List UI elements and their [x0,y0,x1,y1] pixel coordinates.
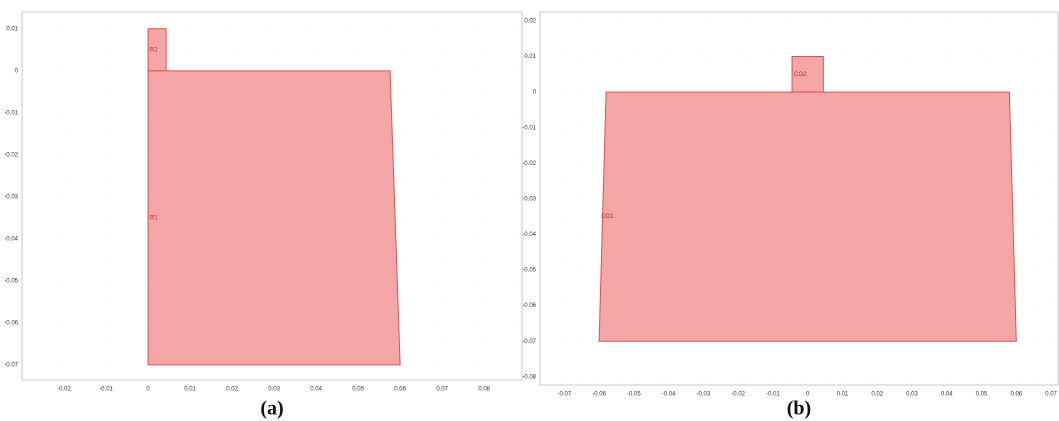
y-tick-label: 0 [15,68,19,74]
x-tick-label: -0.04 [662,392,676,398]
x-tick-label: -0.01 [99,387,113,393]
shape-label: CO1 [601,214,614,220]
y-tick-label: 0.01 [524,54,536,60]
x-tick-label: -0.07 [557,392,571,398]
y-tick-label: -0.05 [4,278,18,284]
x-tick-label: -0.02 [57,387,71,393]
x-tick-label: 0.01 [837,392,849,398]
x-tick-label: 0.04 [941,392,953,398]
x-tick-label: -0.05 [627,392,641,398]
y-tick-label: -0.04 [522,232,536,238]
y-tick-label: -0.03 [4,194,18,200]
y-tick-label: -0.06 [4,320,18,326]
y-tick-label: -0.06 [522,303,536,309]
y-tick-label: -0.03 [522,196,536,202]
x-tick-label: 0.03 [268,387,280,393]
y-tick-label: 0 [533,90,537,96]
shape-label: CO2 [794,72,807,78]
x-tick-label: 0.05 [352,387,364,393]
x-tick-label: 0.08 [478,387,490,393]
x-tick-label: 0.06 [1010,392,1022,398]
plot-frame [21,11,523,381]
x-tick-label: 0.03 [906,392,918,398]
caption: (a) [260,398,283,420]
plot-frame [539,11,1059,386]
x-tick-label: 0.02 [871,392,883,398]
y-tick-label: -0.04 [4,236,18,242]
y-tick-label: -0.02 [522,161,536,167]
y-tick-label: 0.01 [6,26,18,32]
x-tick-label: 0.07 [436,387,448,393]
y-tick-label: -0.07 [4,362,18,368]
y-tick-label: -0.07 [522,339,536,345]
x-tick-label: -0.02 [731,392,745,398]
shape-label: R1 [150,215,158,221]
domain-shape [147,70,401,366]
x-tick-label: 0.02 [226,387,238,393]
x-tick-label: 0 [146,387,150,393]
x-tick-label: 0 [806,392,810,398]
x-tick-label: 0.07 [1045,392,1057,398]
shape-label: R2 [150,47,158,53]
x-tick-label: 0.04 [310,387,322,393]
x-tick-label: -0.01 [766,392,780,398]
caption: (b) [787,398,811,420]
y-tick-label: -0.05 [522,268,536,274]
domain-shape [598,91,1017,342]
x-tick-label: -0.06 [592,392,606,398]
y-tick-label: -0.08 [522,374,536,380]
y-tick-label: -0.01 [4,110,18,116]
x-tick-label: 0.01 [184,387,196,393]
y-tick-label: -0.01 [522,125,536,131]
y-tick-label: -0.02 [4,152,18,158]
y-tick-label: 0.02 [524,18,536,24]
x-tick-label: 0.05 [976,392,988,398]
x-tick-label: -0.03 [697,392,711,398]
x-tick-label: 0.06 [394,387,406,393]
